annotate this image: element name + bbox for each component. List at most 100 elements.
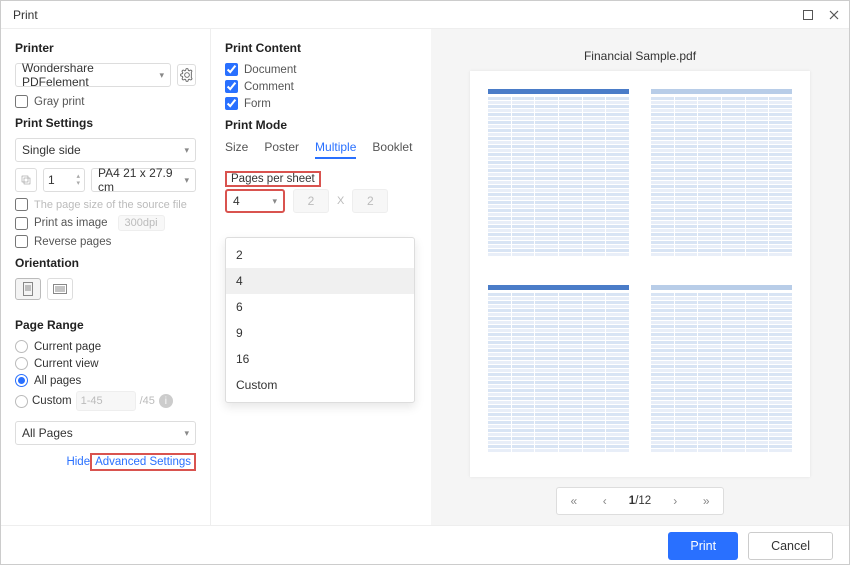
middle-panel: Print Content Document Comment Form Prin…: [211, 29, 431, 525]
close-icon[interactable]: [827, 8, 841, 22]
preview-filename: Financial Sample.pdf: [584, 49, 696, 63]
current-view-label: Current view: [34, 358, 99, 370]
pps-option-4[interactable]: 4: [226, 268, 414, 294]
document-label: Document: [244, 64, 296, 76]
gray-print-label: Gray print: [34, 96, 85, 108]
chevron-down-icon: ▾: [184, 175, 189, 186]
radio-icon: [15, 357, 28, 370]
chevron-down-icon: ▾: [272, 196, 277, 207]
tab-booklet[interactable]: Booklet: [372, 140, 412, 159]
tab-size[interactable]: Size: [225, 140, 248, 159]
preview-pager: « ‹ 1/12 › »: [556, 487, 724, 515]
paper-size-value: PA4 21 x 27.9 cm: [98, 166, 184, 194]
pager-next[interactable]: ›: [661, 487, 689, 515]
radio-all-pages[interactable]: All pages: [15, 374, 196, 387]
hide-link[interactable]: Hide: [66, 456, 90, 468]
gear-icon: [180, 68, 194, 82]
printer-settings-button[interactable]: [177, 64, 196, 86]
maximize-icon[interactable]: [801, 8, 815, 22]
print-settings-heading: Print Settings: [15, 116, 196, 130]
advanced-settings-row: Hide Advanced Settings: [15, 453, 196, 471]
printer-heading: Printer: [15, 41, 196, 55]
orientation-portrait[interactable]: [15, 278, 41, 300]
duplex-select[interactable]: Single side ▾: [15, 138, 196, 162]
source-size-input[interactable]: [15, 198, 28, 211]
source-size-label: The page size of the source file: [34, 199, 187, 211]
radio-icon: [15, 340, 28, 353]
page-filter-select[interactable]: All Pages ▾: [15, 421, 196, 445]
pages-per-sheet-dropdown: 2 4 6 9 16 Custom: [225, 237, 415, 403]
copies-icon: [20, 174, 32, 186]
custom-range-input[interactable]: 1-45: [76, 391, 136, 411]
info-icon[interactable]: i: [159, 394, 173, 408]
pps-option-2[interactable]: 2: [226, 242, 414, 268]
page-range-heading: Page Range: [15, 318, 196, 332]
comment-label: Comment: [244, 81, 294, 93]
printer-selected: Wondershare PDFelement: [22, 61, 159, 89]
preview-mini-page: [647, 85, 796, 267]
chevron-down-icon: ▾: [184, 145, 189, 156]
preview-mini-page: [647, 281, 796, 463]
pages-per-sheet-value: 4: [233, 194, 240, 208]
gray-print-input[interactable]: [15, 95, 28, 108]
form-checkbox[interactable]: Form: [225, 97, 417, 110]
chevron-down-icon: ▾: [184, 428, 189, 439]
radio-custom[interactable]: Custom 1-45 /45 i: [15, 391, 196, 411]
pager-last[interactable]: »: [689, 487, 723, 515]
all-pages-label: All pages: [34, 375, 81, 387]
radio-icon: [15, 374, 28, 387]
copies-value: 1: [48, 173, 55, 187]
grid-rows: 2: [352, 189, 388, 213]
radio-current-page[interactable]: Current page: [15, 340, 196, 353]
preview-mini-page: [484, 281, 633, 463]
grid-x: X: [337, 195, 344, 207]
pps-option-16[interactable]: 16: [226, 346, 414, 372]
advanced-settings-link[interactable]: Advanced Settings: [95, 456, 191, 468]
document-checkbox[interactable]: Document: [225, 63, 417, 76]
landscape-icon: [53, 284, 67, 294]
duplex-value: Single side: [22, 143, 81, 157]
dpi-value: 300dpi: [118, 215, 165, 231]
comment-checkbox[interactable]: Comment: [225, 80, 417, 93]
pager-first[interactable]: «: [557, 487, 591, 515]
orientation-heading: Orientation: [15, 256, 196, 270]
pps-option-6[interactable]: 6: [226, 294, 414, 320]
tab-multiple[interactable]: Multiple: [315, 140, 356, 159]
custom-label: Custom: [32, 395, 72, 407]
current-page-label: Current page: [34, 341, 101, 353]
preview-mini-page: [484, 85, 633, 267]
radio-current-view[interactable]: Current view: [15, 357, 196, 370]
print-button[interactable]: Print: [668, 532, 738, 560]
pages-per-sheet-select[interactable]: 4 ▾: [225, 189, 285, 213]
dialog-footer: Print Cancel: [1, 525, 849, 565]
chevron-down-icon: ▾: [159, 70, 164, 81]
tab-poster[interactable]: Poster: [264, 140, 299, 159]
copies-icon-button[interactable]: [15, 168, 37, 192]
print-as-image-checkbox[interactable]: Print as image 300dpi: [15, 215, 196, 231]
printer-select[interactable]: Wondershare PDFelement ▾: [15, 63, 171, 87]
print-as-image-input[interactable]: [15, 217, 28, 230]
copies-spinner[interactable]: ▴▾: [76, 173, 80, 187]
custom-range-total: /45: [140, 395, 155, 407]
page-filter-value: All Pages: [22, 426, 73, 440]
radio-icon: [15, 395, 28, 408]
cancel-button[interactable]: Cancel: [748, 532, 833, 560]
orientation-landscape[interactable]: [47, 278, 73, 300]
reverse-pages-checkbox[interactable]: Reverse pages: [15, 235, 196, 248]
window-controls: [801, 8, 841, 22]
reverse-pages-label: Reverse pages: [34, 236, 111, 248]
preview-panel: Financial Sample.pdf « ‹ 1/12 › »: [431, 29, 849, 525]
copies-input[interactable]: 1 ▴▾: [43, 168, 85, 192]
gray-print-checkbox[interactable]: Gray print: [15, 95, 196, 108]
paper-size-select[interactable]: PA4 21 x 27.9 cm ▾: [91, 168, 196, 192]
reverse-pages-input[interactable]: [15, 235, 28, 248]
pager-prev[interactable]: ‹: [591, 487, 619, 515]
source-size-checkbox[interactable]: The page size of the source file: [15, 198, 196, 211]
pps-option-custom[interactable]: Custom: [226, 372, 414, 398]
print-mode-heading: Print Mode: [225, 118, 417, 132]
print-as-image-label: Print as image: [34, 217, 108, 229]
pps-option-9[interactable]: 9: [226, 320, 414, 346]
titlebar: Print: [1, 1, 849, 29]
preview-sheet: [470, 71, 810, 477]
print-content-heading: Print Content: [225, 41, 417, 55]
